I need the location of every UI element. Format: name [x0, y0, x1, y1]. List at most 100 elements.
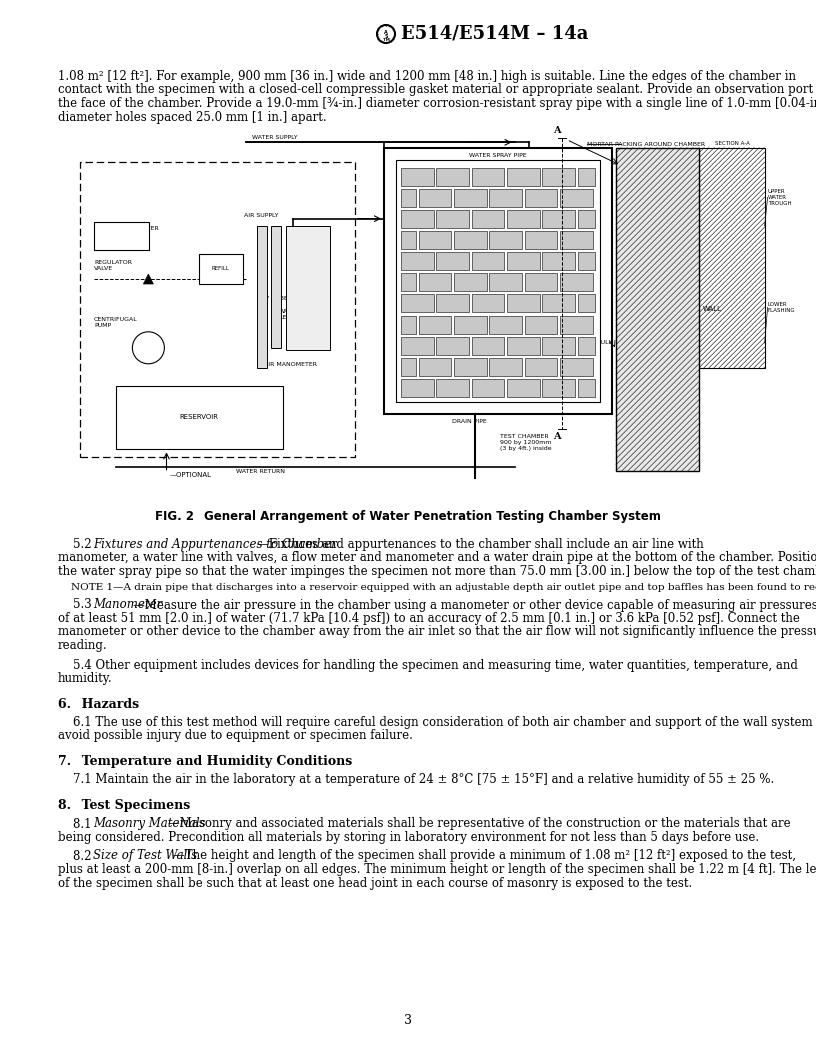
- Bar: [396, 159, 601, 402]
- Bar: [560, 316, 592, 334]
- Bar: [419, 274, 451, 291]
- Text: Fixtures and Appurtenances to Chamber: Fixtures and Appurtenances to Chamber: [93, 538, 337, 551]
- Bar: [507, 337, 539, 355]
- Text: S: S: [384, 35, 388, 39]
- Bar: [490, 316, 522, 334]
- Bar: [543, 379, 575, 397]
- Text: of the specimen shall be such that at least one head joint in each course of mas: of the specimen shall be such that at le…: [58, 876, 692, 889]
- Text: CENTRIFUGAL
PUMP: CENTRIFUGAL PUMP: [94, 317, 138, 327]
- Text: plus at least a 200-mm [8-in.] overlap on all edges. The minimum height or lengt: plus at least a 200-mm [8-in.] overlap o…: [58, 863, 816, 876]
- Text: NOTE 1—A drain pipe that discharges into a reservoir equipped with an adjustable: NOTE 1—A drain pipe that discharges into…: [58, 583, 816, 591]
- Text: WATER SPRAY PIPE: WATER SPRAY PIPE: [469, 153, 527, 157]
- Bar: [578, 252, 596, 270]
- Text: diameter holes spaced 25.0 mm [1 in.] apart.: diameter holes spaced 25.0 mm [1 in.] ap…: [58, 111, 326, 124]
- Text: 5.3: 5.3: [58, 599, 104, 611]
- Text: 5.4 Other equipment includes devices for handling the specimen and measuring tim: 5.4 Other equipment includes devices for…: [58, 659, 798, 672]
- Text: SECTION A-A: SECTION A-A: [715, 140, 749, 146]
- Text: —OPTIONAL: —OPTIONAL: [170, 472, 211, 477]
- Bar: [419, 316, 451, 334]
- Text: being considered. Precondition all materials by storing in laboratory environmen: being considered. Precondition all mater…: [58, 831, 759, 844]
- Text: 1.08 m² [12 ft²]. For example, 900 mm [36 in.] wide and 1200 mm [48 in.] high is: 1.08 m² [12 ft²]. For example, 900 mm [3…: [58, 70, 796, 83]
- Text: LOWER
FLASHING: LOWER FLASHING: [768, 302, 796, 313]
- Text: of at least 51 mm [2.0 in.] of water (71.7 kPa [10.4 psf]) to an accuracy of 2.5: of at least 51 mm [2.0 in.] of water (71…: [58, 612, 800, 625]
- Text: RESERVOIR: RESERVOIR: [180, 414, 219, 420]
- Text: A: A: [384, 31, 388, 36]
- Text: REGULATOR
VALVE: REGULATOR VALVE: [94, 260, 132, 271]
- Bar: [525, 274, 557, 291]
- Bar: [419, 231, 451, 249]
- Text: FIG. 2  General Arrangement of Water Penetration Testing Chamber System: FIG. 2 General Arrangement of Water Pene…: [155, 510, 661, 523]
- Bar: [401, 337, 433, 355]
- Bar: [401, 210, 433, 228]
- Bar: [525, 358, 557, 376]
- Bar: [454, 358, 486, 376]
- Text: A: A: [552, 432, 561, 441]
- Bar: [116, 385, 282, 450]
- Bar: [401, 252, 433, 270]
- Bar: [454, 316, 486, 334]
- Circle shape: [132, 332, 164, 364]
- Bar: [257, 226, 267, 367]
- Bar: [472, 379, 504, 397]
- Text: AIR MANOMETER: AIR MANOMETER: [264, 362, 317, 366]
- Text: CAULK: CAULK: [592, 340, 613, 345]
- Text: E514/E514M – 14a: E514/E514M – 14a: [401, 25, 588, 43]
- Bar: [560, 189, 592, 207]
- Bar: [507, 168, 539, 186]
- Text: WATER SUPPLY: WATER SUPPLY: [252, 135, 298, 140]
- Bar: [543, 252, 575, 270]
- Text: 'U' TUBE: 'U' TUBE: [261, 296, 287, 301]
- Text: Masonry Materials: Masonry Materials: [93, 817, 206, 830]
- Bar: [437, 168, 469, 186]
- Text: contact with the specimen with a closed-cell compressible gasket material or app: contact with the specimen with a closed-…: [58, 83, 816, 96]
- Bar: [578, 168, 596, 186]
- Text: WALL: WALL: [703, 306, 721, 313]
- Bar: [437, 379, 469, 397]
- Bar: [560, 231, 592, 249]
- Bar: [454, 231, 486, 249]
- Text: 6.  Hazards: 6. Hazards: [58, 698, 139, 711]
- Bar: [79, 162, 355, 456]
- Text: 7.1 Maintain the air in the laboratory at a temperature of 24 ± 8°C [75 ± 15°F] : 7.1 Maintain the air in the laboratory a…: [58, 773, 774, 787]
- Bar: [490, 231, 522, 249]
- Bar: [525, 316, 557, 334]
- Bar: [490, 189, 522, 207]
- Bar: [437, 337, 469, 355]
- Bar: [578, 337, 596, 355]
- Text: —Fixtures and appurtenances to the chamber shall include an air line with: —Fixtures and appurtenances to the chamb…: [257, 538, 703, 551]
- Text: MORTAR PACKING AROUND CHAMBER: MORTAR PACKING AROUND CHAMBER: [587, 143, 705, 148]
- Bar: [525, 189, 557, 207]
- Bar: [578, 210, 596, 228]
- Bar: [472, 168, 504, 186]
- Bar: [384, 148, 612, 414]
- Bar: [472, 252, 504, 270]
- Bar: [543, 210, 575, 228]
- Text: —The height and length of the specimen shall provide a minimum of 1.08 m² [12 ft: —The height and length of the specimen s…: [173, 849, 796, 863]
- Bar: [437, 295, 469, 313]
- Bar: [401, 316, 416, 334]
- Text: REFILL: REFILL: [212, 266, 230, 271]
- Bar: [437, 252, 469, 270]
- Text: DRAIN PIPE: DRAIN PIPE: [452, 419, 487, 423]
- Bar: [401, 295, 433, 313]
- Text: RESERVOIR: RESERVOIR: [294, 262, 328, 267]
- Bar: [507, 295, 539, 313]
- Bar: [199, 254, 242, 284]
- Text: AIR SUPPLY: AIR SUPPLY: [244, 212, 279, 218]
- Bar: [94, 223, 149, 250]
- Text: humidity.: humidity.: [58, 672, 113, 685]
- Bar: [401, 189, 416, 207]
- Bar: [472, 295, 504, 313]
- Bar: [454, 274, 486, 291]
- Text: 5.2: 5.2: [58, 538, 104, 551]
- Text: —Measure the air pressure in the chamber using a manometer or other device capab: —Measure the air pressure in the chamber…: [133, 599, 816, 611]
- Bar: [419, 358, 451, 376]
- Text: Manometer: Manometer: [93, 599, 162, 611]
- Text: manometer, a water line with valves, a flow meter and manometer and a water drai: manometer, a water line with valves, a f…: [58, 551, 816, 565]
- Text: WATER RETURN: WATER RETURN: [237, 469, 286, 474]
- Text: reading.: reading.: [58, 639, 108, 652]
- Bar: [578, 379, 596, 397]
- Text: Size of Test Walls: Size of Test Walls: [93, 849, 197, 863]
- Bar: [490, 274, 522, 291]
- Text: 8.1: 8.1: [58, 817, 104, 830]
